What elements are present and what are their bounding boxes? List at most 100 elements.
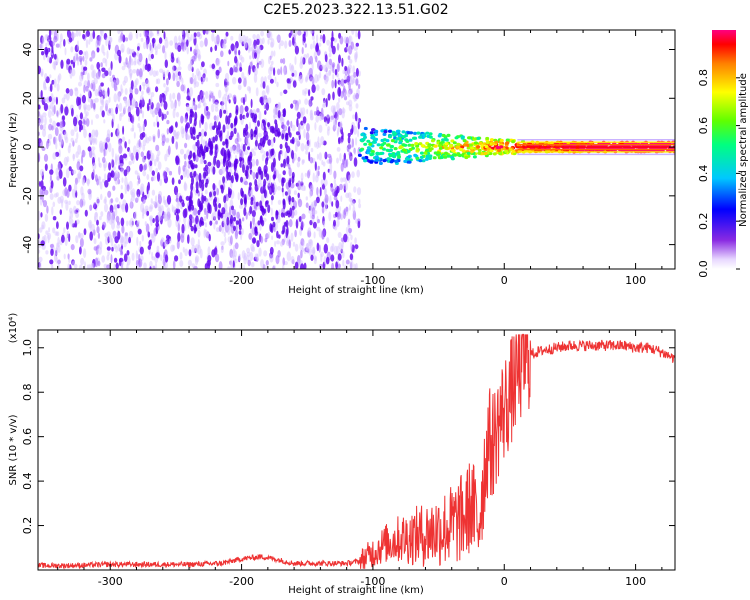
spectrogram-noise-cell [68,166,72,172]
spectrogram-noise-cell [76,200,80,206]
spectrogram-noise-cell [251,210,256,218]
spectrogram-noise-cell [299,74,304,84]
spectrogram-noise-cell [338,205,342,213]
spectrogram-noise-cell [102,178,106,183]
spectrogram-noise-cell [67,145,71,154]
spectrogram-noise-cell [317,136,320,144]
spectrogram-noise-cell [317,219,320,224]
spectrogram-noise-cell [204,189,208,195]
spectrogram-noise-cell [178,60,181,67]
spectrogram-noise-cell [271,183,275,194]
spectrogram-noise-cell [240,176,243,183]
spectrogram-noise-cell [342,250,345,259]
spectrogram-noise-cell [332,74,335,80]
spectrogram-noise-cell [41,195,44,203]
spectrogram-noise-cell [111,246,114,252]
spectrogram-noise-cell [68,215,71,225]
spectrogram-noise-cell [249,251,254,261]
spectrogram-noise-cell [117,49,121,57]
spectrogram-noise-cell [291,175,295,184]
spectrogram-signal-cell [419,155,424,159]
spectrogram-noise-cell [139,240,142,247]
spectrogram-noise-cell [256,240,260,248]
spectrogram-noise-cell [143,30,147,37]
spectrogram-noise-cell [358,203,362,209]
spectrogram-noise-cell [152,135,156,143]
spectrogram-noise-cell [223,195,227,204]
spectrogram-noise-cell [332,91,335,101]
spectrogram-noise-cell [249,55,252,60]
spectrogram-noise-cell [115,197,119,203]
spectrogram-noise-cell [211,249,216,258]
spectrogram-noise-cell [180,204,183,210]
spectrogram-noise-cell [166,119,170,125]
spectrogram-noise-cell [131,97,136,107]
spectrogram-noise-cell [160,237,165,243]
spectrogram-noise-cell [131,49,135,54]
spectrogram-noise-cell [223,231,226,238]
spectrogram-noise-cell [213,190,217,197]
spectrogram-noise-cell [316,153,319,160]
spectrogram-signal-cell [430,139,435,143]
spectrogram-noise-cell [136,188,141,198]
spectrogram-noise-cell [115,106,118,115]
spectrogram-noise-cell [52,227,56,234]
spectrogram-noise-cell [351,30,355,35]
spectrogram-noise-cell [147,63,152,71]
spectrogram-noise-cell [281,177,285,188]
spectrogram-noise-cell [81,94,86,104]
spectrogram-noise-cell [290,255,295,264]
spectrogram-signal-cell [406,149,411,153]
spectrogram-noise-cell [256,38,260,46]
spectrogram-noise-cell [291,205,295,211]
spectrogram-noise-cell [335,211,338,218]
spectrogram-noise-cell [260,259,265,268]
spectrogram-noise-cell [286,155,290,165]
spectrogram-noise-cell [152,38,155,49]
spectrogram-noise-cell [222,124,226,133]
spectrogram-signal-cell [459,147,464,152]
spectrogram-noise-cell [103,148,106,157]
spectrogram-noise-cell [121,136,126,143]
spectrogram-noise-cell [212,125,216,131]
spectrogram-noise-cell [243,197,247,205]
spectrogram-noise-cell [97,232,100,239]
spectrogram-noise-cell [218,130,222,138]
spectrogram-noise-cell [261,154,265,162]
spectrogram-noise-cell [162,45,166,54]
spectrogram-noise-cell [100,82,104,87]
spectrogram-noise-cell [310,96,314,101]
spectrogram-noise-cell [264,110,267,115]
spectrogram-noise-cell [49,118,53,124]
spectrogram-noise-cell [51,79,55,85]
spectrogram-noise-cell [314,141,317,148]
spectrogram-signal-cell [404,138,409,142]
spectrogram-signal-cell [472,155,477,159]
spectrogram-noise-cell [45,42,48,48]
spectrogram-noise-cell [278,151,281,161]
spectrogram-noise-cell [190,237,195,247]
spectrogram-noise-cell [118,38,122,43]
spectrogram-noise-cell [229,188,232,196]
spectrogram-noise-cell [181,30,184,35]
spectrogram-noise-cell [172,92,176,100]
spectrogram-noise-cell [337,263,341,269]
spectrogram-noise-cell [312,221,317,229]
spectrogram-noise-cell [230,253,235,259]
spectrogram-noise-cell [75,212,80,218]
spectrogram-noise-cell [229,67,234,76]
spectrogram-noise-cell [300,263,305,269]
spectrogram-signal-cell [470,146,475,150]
spectrogram-noise-cell [141,90,144,96]
spectrogram-noise-cell [215,227,220,233]
spectrogram-noise-cell [213,115,217,121]
spectrogram-noise-cell [190,46,192,52]
spectrogram-noise-cell [259,215,263,225]
spectrogram-noise-cell [179,72,182,80]
spectrogram-noise-cell [128,236,132,244]
spectrogram-noise-cell [114,236,119,244]
spectrogram-signal-cell [376,143,381,147]
spectrogram-signal-cell [386,143,391,147]
spectrogram-noise-cell [38,104,41,110]
spectrogram-noise-cell [43,103,49,111]
